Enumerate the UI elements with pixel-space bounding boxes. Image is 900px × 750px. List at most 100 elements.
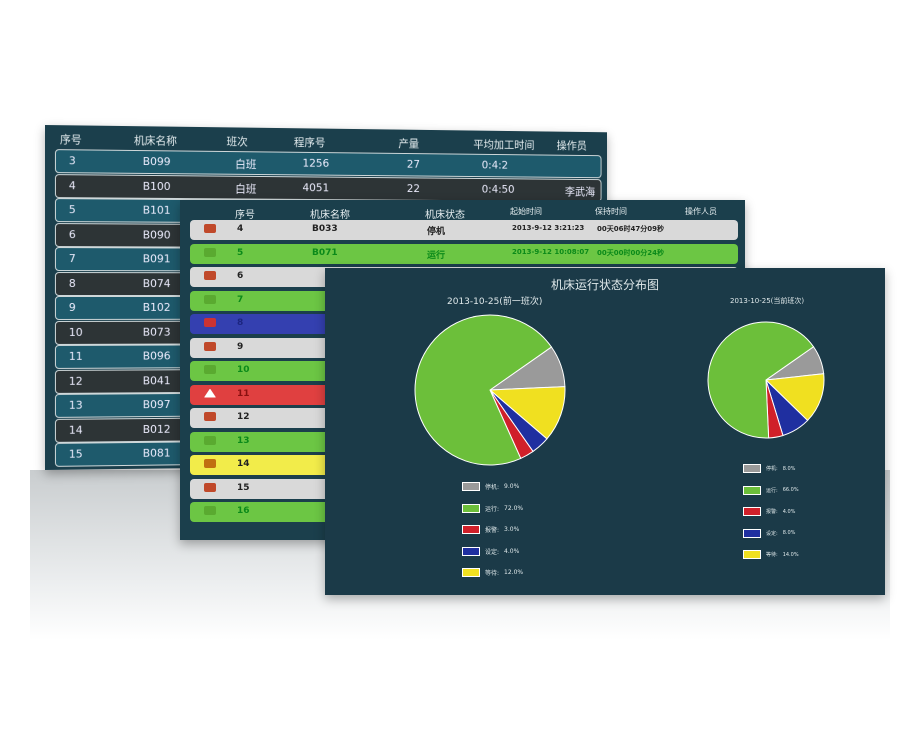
cell: B100 [142,179,171,193]
cell: 11 [68,349,83,363]
column-header: 序号 [59,133,82,147]
cell-hold: 00天06时47分09秒 [597,225,664,233]
play-icon [204,506,216,515]
cell: B091 [142,252,171,266]
legend-item: 报警: 3.0% [462,519,523,541]
legend-swatch [743,507,761,517]
column-header: 班次 [226,135,248,149]
legend-item: 运行: 66.0% [743,480,799,502]
cell: 3 [68,154,76,168]
cell: 14 [68,423,83,437]
cell: 白班 [235,182,257,196]
cell: 9 [68,300,76,314]
cell-no: 14 [237,459,250,469]
cell: 白班 [235,158,257,172]
cell: 8 [68,276,76,290]
legend-label: 设定: [485,548,500,556]
stop-icon [204,341,216,351]
legend-item: 设定: 4.0% [462,541,523,563]
stop-icon [204,271,216,280]
legend-label: 停机: [485,484,500,492]
stop-icon [204,412,216,421]
legend-label: 报警: [485,527,500,535]
cell-no: 6 [237,271,244,281]
column-header: 操作员 [556,139,587,153]
stop-icon [204,482,216,492]
cell: B073 [142,325,171,339]
table-row[interactable]: 4 B100 白班 4051 22 0:4:50 李武海 [54,173,602,202]
pie-slice [764,373,825,422]
status-row[interactable]: 4 B033 停机 2013-9-12 3:21:23 00天06时47分09秒 [190,220,738,240]
legend-label: 等待: [485,570,500,578]
table-row[interactable]: 3 B099 白班 1256 27 0:4:2 [54,149,602,179]
play-icon [204,247,216,257]
legend-item: 停机: 9.0% [462,476,523,498]
legend-label: 停机: [766,466,778,473]
legend-value: 3.0% [504,526,520,534]
cell: 13 [68,398,83,412]
cell: 4051 [302,180,330,194]
pie-slice [707,321,815,439]
cell: B099 [142,155,171,169]
column-header: 操作人员 [685,207,717,216]
legend-item: 运行: 72.0% [462,498,523,520]
cell-hold: 00天00时00分24秒 [597,248,664,257]
cell: 22 [406,181,421,195]
cell: B097 [142,398,171,412]
legend-previous: 停机: 9.0% 运行: 72.0% 报警: 3.0% 设定: 4.0% 等待: 12.0% [462,476,523,584]
cell: B102 [142,300,171,314]
legend-swatch [462,503,480,513]
cell: 李武海 [564,185,596,198]
cell-no: 11 [237,388,250,399]
legend-swatch [743,485,761,495]
legend-value: 9.0% [504,483,520,491]
cell: B074 [142,276,171,290]
legend-value: 8.0% [782,530,796,537]
alarm-icon [204,388,216,398]
legend-swatch [743,464,761,474]
stop-icon [204,224,216,233]
pie-slice [414,314,553,466]
cell-no: 8 [237,318,244,328]
status-distribution-panel: 机床运行状态分布图 2013-10-25(前一班次) 2013-10-25(当前… [325,268,885,595]
column-header: 机床名称 [310,210,350,221]
cell-no: 16 [237,506,250,516]
legend-swatch [462,546,480,556]
legend-swatch [462,525,480,535]
legend-item: 设定: 8.0% [743,523,799,545]
cell: 27 [406,157,421,171]
cell-no: 13 [237,435,250,446]
play-icon [204,294,216,304]
legend-value: 12.0% [504,569,524,577]
legend-swatch [462,482,480,492]
pie-subtitle-previous: 2013-10-25(前一班次) [447,297,543,307]
cell: B090 [142,228,171,242]
legend-label: 运行: [485,505,500,513]
cell: B081 [142,446,171,460]
cell-no: 12 [237,412,250,422]
cell-no: 4 [237,224,244,234]
cell-no: 7 [237,294,244,305]
column-header: 起始时间 [510,207,542,216]
column-header: 程序号 [293,136,326,150]
legend-label: 报警: [766,509,778,516]
legend-swatch [743,550,761,560]
column-header: 序号 [235,210,255,221]
column-header: 平均加工时间 [473,138,535,152]
legend-current: 停机: 8.0% 运行: 66.0% 报警: 4.0% 设定: 8.0% 等待: 14.0% [743,458,799,566]
column-header: 产量 [398,137,420,151]
legend-item: 等待: 14.0% [743,544,799,566]
setup-icon [204,318,216,327]
column-header: 保持时间 [595,207,627,216]
cell: 15 [68,447,83,461]
chart-title: 机床运行状态分布图 [550,278,659,292]
cell-status: 运行 [427,250,446,261]
legend-item: 停机: 8.0% [743,458,799,480]
cell-no: 10 [237,365,250,375]
legend-value: 8.0% [782,465,796,472]
status-row[interactable]: 5 B071 运行 2013-9-12 10:08:07 00天00时00分24秒 [190,243,738,264]
column-header: 机床状态 [425,210,465,221]
legend-value: 4.0% [504,547,520,555]
legend-value: 4.0% [782,508,796,515]
cell-no: 5 [237,247,244,258]
